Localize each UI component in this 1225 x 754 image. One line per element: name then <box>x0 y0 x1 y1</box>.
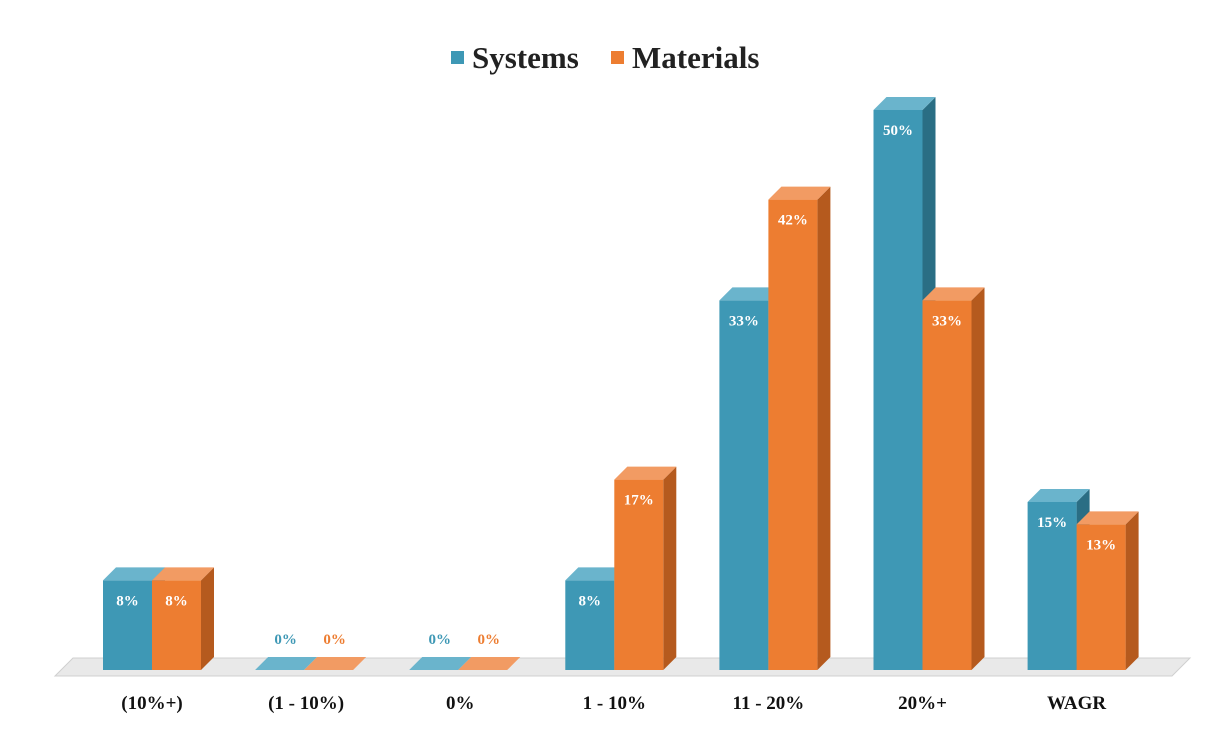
data-label-materials-5: 33% <box>932 313 962 329</box>
data-label-materials-0: 8% <box>165 593 188 609</box>
bar-systems-1 <box>255 657 318 670</box>
bar-materials-2 <box>458 657 521 670</box>
bar-top-materials-6 <box>1076 511 1139 525</box>
legend-swatch-materials <box>611 51 624 64</box>
bar-side-materials-3 <box>663 466 677 670</box>
bar-front-systems-0 <box>103 580 152 670</box>
bar-materials-4 <box>768 186 831 670</box>
data-label-systems-2: 0% <box>428 632 451 648</box>
data-label-systems-6: 15% <box>1037 515 1067 531</box>
bar-front-systems-6 <box>1027 502 1077 670</box>
x-tick-label-0: (10%+) <box>121 693 182 714</box>
data-label-materials-1: 0% <box>323 632 346 648</box>
x-tick-label-5: 20%+ <box>898 693 947 714</box>
x-tick-label-3: 1 - 10% <box>583 693 646 714</box>
bar-top-materials-4 <box>768 186 831 200</box>
bar-top-materials-0 <box>152 567 214 581</box>
legend: Systems Materials <box>451 40 759 75</box>
bar-top-systems-3 <box>565 567 628 581</box>
bar-top-systems-0 <box>103 567 165 581</box>
bar-materials-1 <box>304 657 367 670</box>
bar-side-materials-5 <box>971 287 985 670</box>
bar-materials-3 <box>614 466 677 670</box>
x-axis-tick-labels: (10%+) (1 - 10%) 0% 1 - 10% 11 - 20% 20%+ WAGR <box>121 693 1106 714</box>
data-label-materials-6: 13% <box>1086 537 1116 553</box>
bar-top-materials-5 <box>922 287 985 301</box>
bar-top-systems-2 <box>409 657 472 670</box>
x-tick-label-1: (1 - 10%) <box>268 693 344 714</box>
bar-materials-0 <box>152 567 214 670</box>
bar-top-materials-1 <box>304 657 367 670</box>
bar-front-materials-0 <box>152 580 201 670</box>
x-tick-label-6: WAGR <box>1047 693 1106 714</box>
legend-label-systems: Systems <box>472 40 579 75</box>
bar-materials-5 <box>922 287 985 670</box>
data-label-materials-2: 0% <box>477 632 500 648</box>
bar-top-materials-3 <box>614 466 677 480</box>
bar-systems-2 <box>409 657 472 670</box>
data-label-systems-4: 33% <box>729 313 759 329</box>
bar-top-systems-4 <box>719 287 782 301</box>
data-label-materials-3: 17% <box>624 493 654 509</box>
bar-front-systems-5 <box>873 110 923 670</box>
data-label-systems-3: 8% <box>579 593 602 609</box>
bar-front-materials-5 <box>922 300 972 670</box>
legend-label-materials: Materials <box>632 40 759 75</box>
bar-side-materials-6 <box>1125 511 1139 670</box>
bar-top-systems-5 <box>873 97 936 110</box>
bar-top-systems-1 <box>255 657 318 670</box>
data-label-systems-5: 50% <box>883 123 913 139</box>
bar-side-materials-0 <box>201 567 214 670</box>
data-label-systems-1: 0% <box>274 632 297 648</box>
bar-top-materials-2 <box>458 657 521 670</box>
bars-layer <box>103 97 1139 670</box>
data-labels-layer: 8% 8% 0% 0% 0% 0% 8% 17% 33% 42% 50% 33% 15% 13% <box>116 123 1116 648</box>
x-tick-label-2: 0% <box>446 693 475 714</box>
legend-swatch-systems <box>451 51 464 64</box>
bar-materials-6 <box>1076 511 1139 670</box>
x-tick-label-4: 11 - 20% <box>733 693 805 714</box>
bar-top-systems-6 <box>1027 489 1090 502</box>
bar-side-materials-4 <box>817 186 831 670</box>
bar-front-systems-3 <box>565 580 615 670</box>
bar-front-materials-4 <box>768 199 818 670</box>
data-label-systems-0: 8% <box>116 593 139 609</box>
bar-front-systems-4 <box>719 300 769 670</box>
data-label-materials-4: 42% <box>778 213 808 229</box>
bar-front-materials-3 <box>614 479 664 670</box>
bar-front-materials-6 <box>1076 524 1126 670</box>
